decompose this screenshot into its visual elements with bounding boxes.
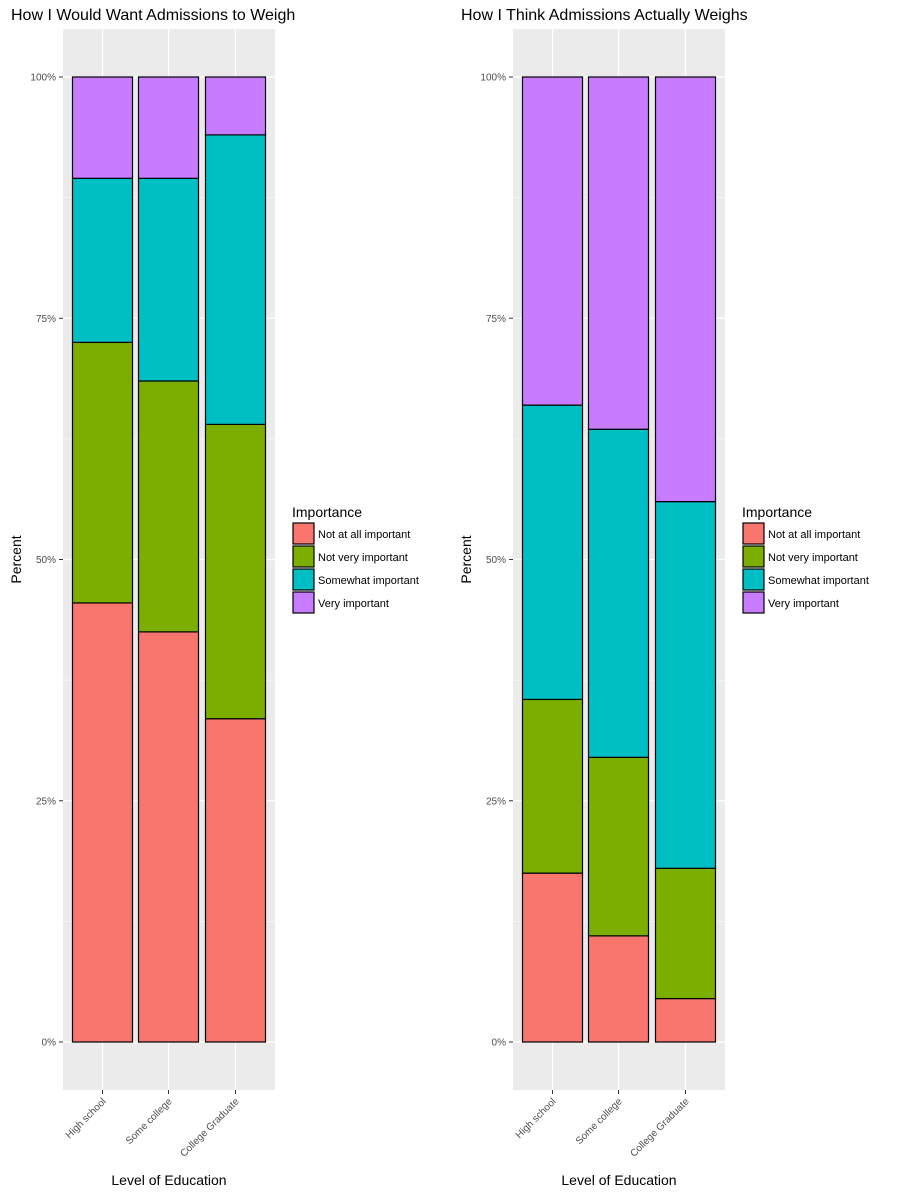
bar-segment — [654, 867, 717, 1000]
y-tick-label: 25% — [486, 796, 506, 807]
y-tick-label: 50% — [486, 555, 506, 566]
bar-segment — [587, 935, 650, 1043]
chart-panel-2: How I Think Admissions Actually Weighs 0%… — [458, 7, 869, 1188]
y-tick-label: 100% — [30, 73, 56, 84]
legend-title: Importance — [742, 504, 812, 520]
legend: Importance Not at all important Not very i… — [742, 504, 869, 614]
y-axis-title: Percent — [458, 535, 474, 583]
legend-key — [742, 545, 765, 568]
x-tick-label: Some college — [574, 1096, 625, 1147]
legend-label: Not at all important — [318, 529, 410, 541]
x-tick-label: High school — [514, 1096, 559, 1141]
legend-key — [292, 545, 315, 568]
legend-key — [742, 591, 765, 614]
bar-segment — [587, 76, 650, 430]
bar-segment — [137, 631, 200, 1043]
bar-segment — [521, 872, 584, 1043]
bar-segment — [71, 76, 134, 179]
legend-label: Not at all important — [768, 529, 860, 541]
y-tick-label: 75% — [36, 314, 56, 325]
legend-label: Not very important — [768, 552, 858, 564]
bar-segment — [521, 404, 584, 701]
legend-key — [292, 522, 315, 545]
bar-segment — [137, 380, 200, 633]
bar-segment — [521, 698, 584, 874]
bar-segment — [654, 997, 717, 1043]
bar-segment — [587, 756, 650, 937]
legend-label: Very important — [768, 598, 839, 610]
bar-segment — [204, 76, 267, 136]
x-tick-label: College Graduate — [628, 1096, 692, 1160]
bar-segment — [654, 501, 717, 869]
y-tick-label: 100% — [480, 73, 506, 84]
bar-segment — [137, 76, 200, 179]
y-tick-label: 0% — [492, 1038, 507, 1049]
legend-key — [742, 568, 765, 591]
bar-segment — [71, 177, 134, 343]
bar-segment — [521, 76, 584, 406]
legend-label: Not very important — [318, 552, 408, 564]
y-tick-label: 75% — [486, 314, 506, 325]
legend-label: Somewhat important — [768, 575, 869, 587]
y-tick-label: 50% — [36, 555, 56, 566]
chart-panel-1: How I Would Want Admissions to Weigh 0% 25… — [8, 7, 419, 1188]
bar-segment — [587, 428, 650, 758]
legend: Importance Not at all important Not very i… — [292, 504, 419, 614]
x-axis-title: Level of Education — [111, 1172, 226, 1188]
legend-key — [292, 591, 315, 614]
x-axis-title: Level of Education — [561, 1172, 676, 1188]
bar-segment — [71, 602, 134, 1043]
chart-title: How I Think Admissions Actually Weighs — [461, 7, 748, 24]
bar-segment — [204, 718, 267, 1043]
x-tick-label: Some college — [124, 1096, 175, 1147]
bar-segment — [71, 341, 134, 604]
legend-label: Somewhat important — [318, 575, 419, 587]
x-tick-label: High school — [64, 1096, 109, 1141]
bar-segment — [654, 76, 717, 503]
y-tick-label: 25% — [36, 796, 56, 807]
legend-label: Very important — [318, 598, 389, 610]
legend-key — [292, 568, 315, 591]
chart-title: How I Would Want Admissions to Weigh — [11, 7, 295, 24]
legend-title: Importance — [292, 504, 362, 520]
y-axis-title: Percent — [8, 535, 24, 583]
bar-segment — [204, 423, 267, 720]
bar-segment — [204, 134, 267, 425]
bar-segment — [137, 177, 200, 382]
x-tick-label: College Graduate — [178, 1096, 242, 1160]
legend-key — [742, 522, 765, 545]
y-tick-label: 0% — [42, 1038, 57, 1049]
